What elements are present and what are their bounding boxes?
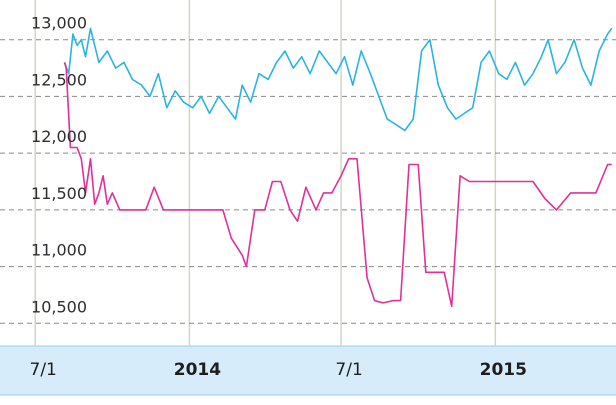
series-line-2 bbox=[63, 62, 612, 308]
y-tick-label: 11,500 bbox=[31, 184, 87, 203]
y-tick-label: 11,000 bbox=[31, 241, 87, 260]
series-line-1 bbox=[63, 27, 613, 132]
vertical-gridlines bbox=[34, 0, 497, 346]
x-tick-label: 2015 bbox=[480, 360, 527, 380]
x-tick-label: 2014 bbox=[174, 360, 221, 380]
y-tick-label: 10,500 bbox=[31, 297, 87, 316]
horizontal-gridlines bbox=[0, 39, 616, 324]
y-tick-labels: 13,000 12,500 12,000 11,500 11,000 10,500 bbox=[31, 14, 87, 317]
y-tick-label: 13,000 bbox=[31, 14, 87, 33]
x-axis-band bbox=[0, 346, 616, 395]
series-lines bbox=[63, 27, 613, 308]
y-tick-label: 12,500 bbox=[31, 70, 87, 89]
y-tick-label: 12,000 bbox=[31, 127, 87, 146]
x-tick-labels: 7/1 2014 7/1 2015 bbox=[30, 360, 527, 380]
x-tick-label: 7/1 bbox=[30, 360, 57, 380]
x-tick-label: 7/1 bbox=[335, 360, 362, 380]
